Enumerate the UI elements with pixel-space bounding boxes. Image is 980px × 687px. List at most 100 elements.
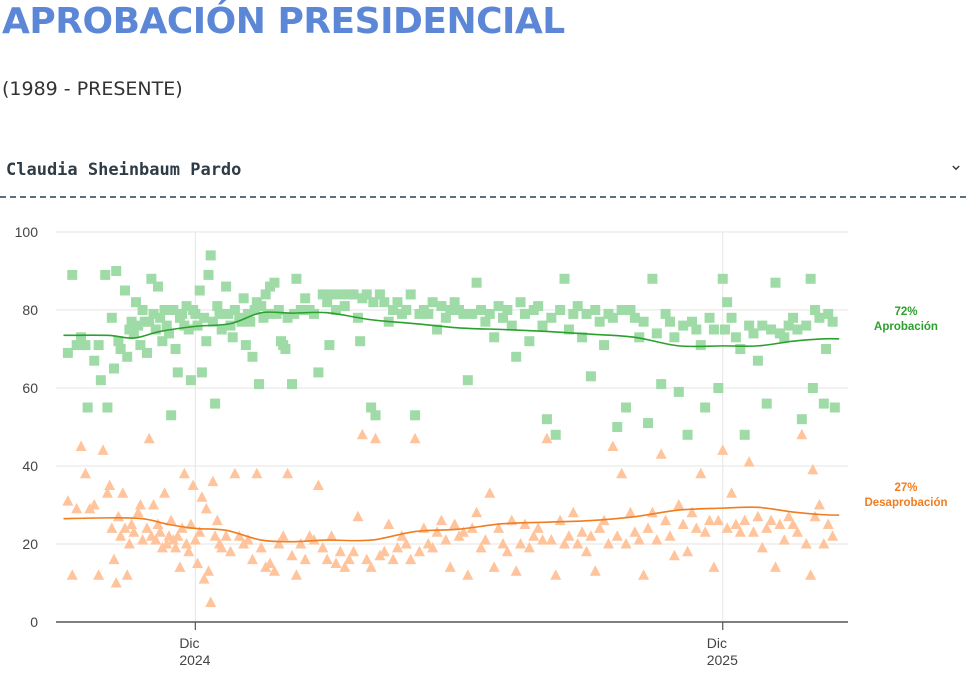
approval-point bbox=[629, 312, 640, 323]
disapproval-point bbox=[633, 534, 645, 545]
approval-point bbox=[829, 402, 840, 413]
approval-point bbox=[163, 328, 174, 339]
disapproval-point bbox=[682, 545, 694, 557]
disapproval-point bbox=[594, 522, 606, 533]
approval-point bbox=[287, 379, 298, 390]
disapproval-point bbox=[200, 502, 212, 514]
approval-point bbox=[254, 379, 265, 390]
president-selector[interactable]: Claudia Sheinbaum Pardo bbox=[0, 152, 966, 198]
approval-point bbox=[133, 320, 144, 331]
approval-point bbox=[100, 269, 111, 280]
disapproval-point bbox=[567, 506, 579, 518]
approval-point bbox=[89, 355, 100, 366]
y-axis-ticks: 0 20 40 60 80 100 bbox=[15, 224, 39, 630]
approval-point bbox=[245, 316, 256, 327]
approval-point bbox=[210, 398, 221, 409]
approval-point bbox=[436, 301, 447, 312]
approval-trend-line bbox=[63, 311, 840, 348]
approval-point bbox=[484, 308, 495, 319]
disapproval-point bbox=[611, 530, 623, 541]
disapproval-point bbox=[128, 526, 140, 537]
disapproval-point bbox=[427, 541, 439, 553]
approval-point bbox=[168, 305, 179, 315]
disapproval-point bbox=[194, 526, 206, 537]
approval-point bbox=[757, 320, 768, 331]
disapproval-point bbox=[484, 487, 496, 498]
disapproval-point bbox=[607, 440, 619, 451]
approval-point bbox=[106, 312, 117, 323]
approval-point bbox=[568, 308, 579, 319]
approval-point bbox=[704, 312, 715, 323]
approval-point bbox=[713, 383, 724, 393]
disapproval-point bbox=[638, 569, 650, 580]
disapproval-point bbox=[295, 538, 307, 549]
disapproval-point bbox=[545, 534, 557, 545]
disapproval-point bbox=[220, 530, 232, 541]
disapproval-point bbox=[93, 569, 105, 580]
disapproval-point bbox=[224, 545, 236, 557]
approval-point bbox=[161, 320, 172, 331]
approval-point bbox=[744, 320, 755, 331]
approval-point bbox=[109, 363, 120, 374]
approval-point bbox=[673, 386, 684, 397]
approval-point bbox=[612, 422, 623, 432]
disapproval-point bbox=[629, 526, 641, 537]
approval-point bbox=[128, 328, 139, 339]
approval-point bbox=[410, 410, 421, 421]
approval-point bbox=[524, 336, 535, 347]
disapproval-point bbox=[134, 499, 146, 510]
approval-point bbox=[330, 305, 341, 315]
approval-point bbox=[135, 340, 146, 351]
disapproval-point bbox=[704, 514, 716, 526]
approval-point bbox=[93, 340, 104, 351]
approval-point bbox=[818, 398, 829, 409]
disapproval-point bbox=[813, 499, 825, 510]
approval-point bbox=[783, 320, 794, 331]
approval-point bbox=[638, 316, 649, 327]
disapproval-point bbox=[352, 510, 364, 522]
disapproval-point bbox=[317, 541, 329, 553]
approval-point bbox=[506, 320, 517, 331]
approval-point bbox=[572, 301, 583, 312]
disapproval-trend-line bbox=[63, 506, 840, 543]
disapproval-point bbox=[664, 530, 676, 541]
end-labels: 72% Aprobación 27% Desaprobación bbox=[864, 306, 947, 509]
disapproval-point bbox=[365, 561, 377, 572]
approval-point bbox=[735, 344, 746, 354]
disapproval-point bbox=[255, 541, 267, 553]
approval-point bbox=[761, 398, 772, 409]
approval-point bbox=[379, 297, 390, 308]
approval-point bbox=[111, 266, 122, 276]
approval-point bbox=[308, 308, 319, 319]
approval-point bbox=[647, 273, 658, 284]
approval-point bbox=[205, 250, 216, 261]
approval-point bbox=[190, 308, 201, 319]
approval-point bbox=[779, 332, 790, 343]
disapproval-point bbox=[286, 549, 298, 561]
disapproval-point bbox=[170, 541, 182, 553]
page-subtitle: (1989 - PRESENTE) bbox=[2, 78, 183, 100]
approval-point bbox=[770, 277, 781, 288]
approval-point bbox=[366, 402, 377, 413]
disapproval-point bbox=[620, 538, 632, 549]
disapproval-point bbox=[181, 538, 193, 549]
disapproval-point bbox=[726, 487, 738, 498]
disapproval-point bbox=[479, 534, 491, 545]
disapproval-point bbox=[523, 541, 535, 553]
approval-point bbox=[686, 316, 697, 327]
approval-point bbox=[122, 351, 133, 362]
x-tick-label-month: Dic bbox=[179, 635, 199, 651]
approval-point bbox=[766, 324, 777, 335]
disapproval-point bbox=[361, 553, 373, 565]
approval-point bbox=[102, 402, 113, 413]
approval-point bbox=[146, 273, 157, 284]
disapproval-point bbox=[148, 499, 160, 510]
disapproval-point bbox=[730, 518, 742, 529]
approval-point bbox=[67, 269, 78, 280]
disapproval-point bbox=[348, 545, 360, 557]
x-tick-label-month: Dic bbox=[707, 635, 727, 651]
approval-point bbox=[207, 316, 218, 327]
disapproval-point bbox=[187, 479, 199, 490]
disapproval-point bbox=[809, 510, 821, 522]
